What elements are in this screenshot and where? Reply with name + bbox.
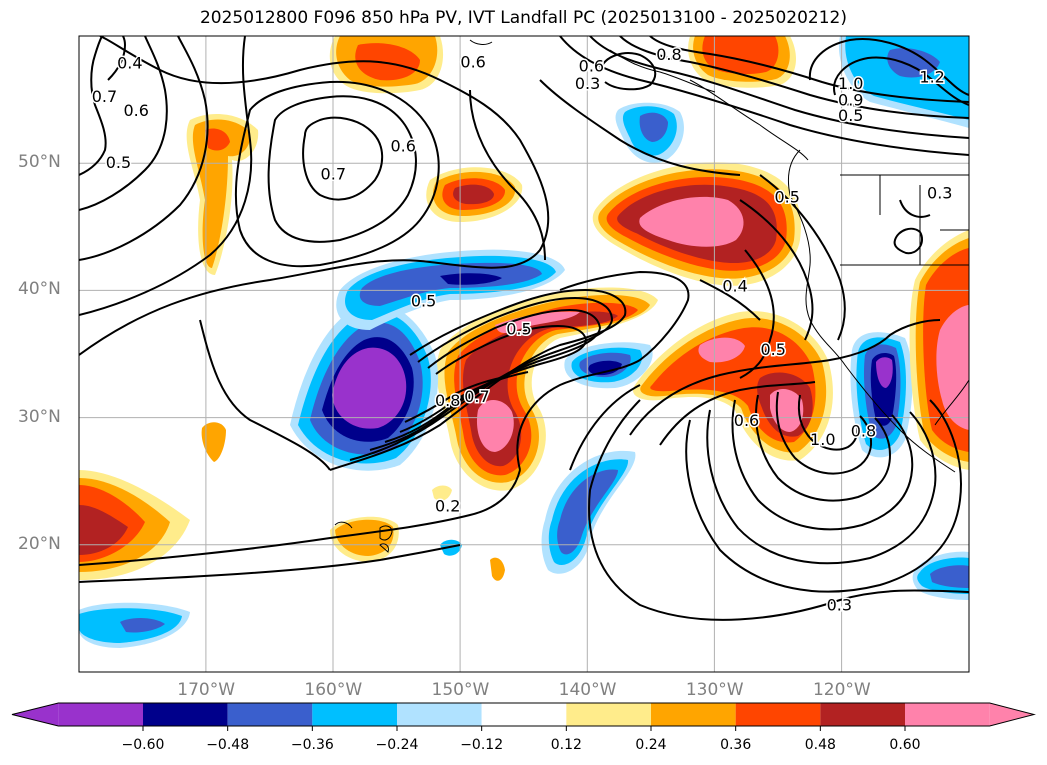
colorbar-tick-label: −0.48 <box>206 737 250 753</box>
contour-label: 0.6 <box>579 56 604 75</box>
lat-label: 20°N <box>18 533 61 554</box>
lon-label: 160°W <box>304 680 363 700</box>
lon-label: 130°W <box>685 680 744 700</box>
colorbar-segment <box>58 703 144 726</box>
contour-label: 0.8 <box>851 421 876 440</box>
colorbar-tick-label: 0.24 <box>635 737 667 753</box>
colorbar-segment <box>227 703 313 726</box>
contour-label: 0.5 <box>774 187 799 206</box>
lon-label: 170°W <box>177 680 236 700</box>
lat-label: 40°N <box>18 279 61 300</box>
lat-label: 30°N <box>18 406 61 427</box>
colorbar-extend-max <box>989 703 1034 726</box>
colorbar-segment <box>735 703 821 726</box>
contour-label: 0.9 <box>838 91 863 110</box>
contour-label: 0.6 <box>734 411 759 430</box>
colorbar-outline <box>11 702 1036 727</box>
contour-label: 0.8 <box>656 45 681 64</box>
contour-labels: 0.4 0.60.70.60.50.70.60.30.60.81.00.90.51… <box>90 43 954 616</box>
contour-label: 1.0 <box>838 74 863 93</box>
colorbar-segment <box>143 703 228 726</box>
colorbar-tick-label: 0.12 <box>550 737 582 753</box>
contour-label: 0.5 <box>838 106 863 125</box>
contour-label: 0.3 <box>575 74 600 93</box>
contour-label: 0.2 <box>435 496 460 515</box>
colorbar-tick-label: 0.60 <box>889 737 921 753</box>
gridlines <box>79 36 969 672</box>
colorbar-segment <box>566 703 651 726</box>
contour-label: 0.5 <box>760 340 785 359</box>
colorbar-tick-label: −0.12 <box>460 737 504 753</box>
colorbar-segment <box>481 703 567 726</box>
colorbar-segment <box>312 703 397 726</box>
colorbar-segment <box>905 703 990 726</box>
lon-label: 150°W <box>431 680 490 700</box>
map-title: 2025012800 F096 850 hPa PV, IVT Landfall… <box>199 8 847 28</box>
contour-label: 0.6 <box>390 136 415 155</box>
contour-label: 0.8 <box>435 391 460 410</box>
colorbar-tick-label: 0.48 <box>804 737 836 753</box>
contour-label: 0.6 <box>123 101 148 120</box>
contour-label: 1.2 <box>919 68 944 87</box>
contour-label: 0.5 <box>506 320 531 339</box>
map-frame <box>78 35 970 673</box>
contour-label: 0.4 <box>722 276 747 295</box>
colorbar-tick-label: −0.60 <box>121 737 165 753</box>
contour-label: 0.3 <box>827 596 852 615</box>
contour-label: 0.6 <box>460 52 485 71</box>
contour-label: 0.5 <box>411 292 436 311</box>
pv-contours <box>79 36 969 621</box>
lon-label: 120°W <box>812 680 871 700</box>
colorbar-segment <box>651 703 736 726</box>
colorbar-segment <box>397 703 482 726</box>
pv-shading <box>79 36 969 648</box>
colorbar-extend-min <box>12 703 59 726</box>
contour-label: 1.0 <box>810 430 835 449</box>
contour-label: 0.3 <box>927 183 952 202</box>
contour-label: 0.4 <box>117 54 142 73</box>
lon-label: 140°W <box>558 680 617 700</box>
contour-label: 0.7 <box>464 387 489 406</box>
contour-label: 0.5 <box>106 153 131 172</box>
colorbar-segment <box>820 703 905 726</box>
colorbar-tick-label: −0.24 <box>375 737 419 753</box>
colorbar-tick-label: −0.36 <box>290 737 334 753</box>
map-panel: 0.4 0.60.70.60.50.70.60.30.60.81.00.90.51… <box>78 35 970 673</box>
contour-label: 0.7 <box>321 164 346 183</box>
coastlines <box>334 39 969 553</box>
lat-label: 50°N <box>18 152 61 173</box>
contour-label: 0.7 <box>92 87 117 106</box>
colorbar-tick-label: 0.36 <box>720 737 752 753</box>
